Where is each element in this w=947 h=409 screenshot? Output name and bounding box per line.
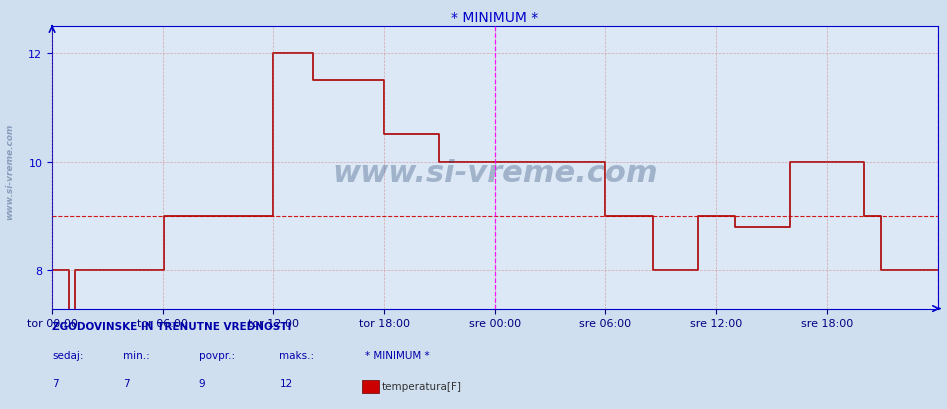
Text: povpr.:: povpr.: — [199, 350, 235, 360]
Text: www.si-vreme.com: www.si-vreme.com — [332, 159, 657, 188]
Text: 9: 9 — [199, 378, 205, 389]
Text: maks.:: maks.: — [279, 350, 314, 360]
Title: * MINIMUM *: * MINIMUM * — [451, 11, 539, 25]
Text: 12: 12 — [279, 378, 293, 389]
Text: ZGODOVINSKE IN TRENUTNE VREDNOSTI: ZGODOVINSKE IN TRENUTNE VREDNOSTI — [52, 321, 292, 331]
Text: www.si-vreme.com: www.si-vreme.com — [5, 124, 14, 220]
Text: 7: 7 — [123, 378, 130, 389]
Text: temperatura[F]: temperatura[F] — [382, 382, 461, 391]
Text: sedaj:: sedaj: — [52, 350, 83, 360]
Text: * MINIMUM *: * MINIMUM * — [365, 350, 429, 360]
Text: 7: 7 — [52, 378, 59, 389]
Text: min.:: min.: — [123, 350, 150, 360]
